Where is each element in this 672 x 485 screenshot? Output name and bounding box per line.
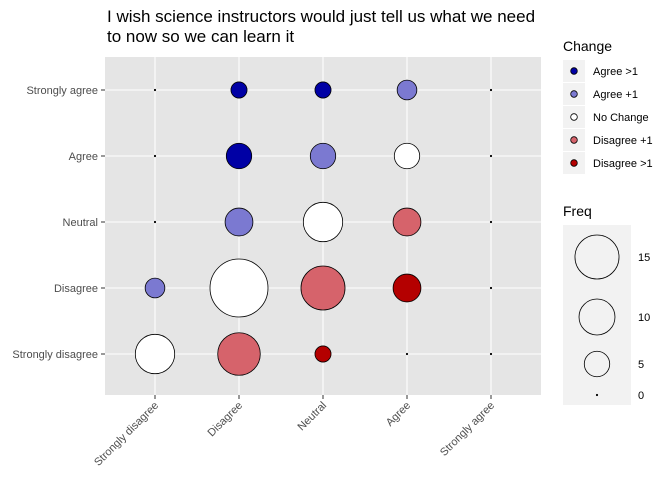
data-point: [405, 352, 409, 356]
data-point: [217, 332, 261, 376]
legend-size-swatch: [595, 393, 599, 397]
legend-label: Agree >1: [593, 66, 638, 78]
chart-title-line: I wish science instructors would just te…: [107, 7, 535, 26]
legend-label: Agree +1: [593, 89, 638, 101]
legend-swatch: [570, 136, 578, 144]
data-point: [314, 81, 332, 99]
legend-swatch: [570, 90, 578, 98]
legend-size-label: 10: [638, 312, 650, 324]
data-point: [302, 201, 344, 243]
data-point: [489, 88, 493, 92]
chart-title: I wish science instructors would just te…: [107, 7, 535, 46]
y-tick-label: Strongly disagree: [12, 349, 98, 361]
data-point: [392, 273, 422, 303]
data-point: [489, 286, 493, 290]
legend-change: Change Agree >1 Agree +1 No Change Disagree …: [563, 38, 653, 174]
y-tick-label: Neutral: [63, 217, 98, 229]
x-tick-label: Neutral: [296, 400, 330, 434]
y-axis: Strongly disagree Disagree Neutral Agree Str…: [12, 85, 105, 361]
data-point: [225, 142, 253, 170]
legend-swatch: [570, 67, 578, 75]
legend-size-label: 15: [638, 252, 650, 264]
data-point: [153, 220, 157, 224]
legend-label: No Change: [593, 112, 649, 124]
legend-label: Disagree >1: [593, 158, 653, 170]
y-tick-label: Disagree: [54, 283, 98, 295]
legend-size-swatch: [583, 350, 611, 378]
legend-size-label: 5: [638, 359, 644, 371]
data-point: [209, 258, 269, 318]
data-point: [489, 220, 493, 224]
data-point: [300, 265, 346, 311]
x-tick-label: Disagree: [206, 400, 246, 440]
data-point: [392, 207, 422, 237]
y-tick-label: Strongly agree: [26, 85, 98, 97]
legend-label: Disagree +1: [593, 135, 653, 147]
x-tick-label: Strongly disagree: [92, 400, 161, 469]
data-point: [396, 79, 418, 101]
chart-title-line: to now so we can learn it: [107, 27, 294, 46]
legend-size-label: 0: [638, 390, 644, 402]
legend-freq-title: Freq: [563, 203, 592, 219]
data-point: [153, 88, 157, 92]
data-point: [144, 277, 166, 299]
data-point: [153, 154, 157, 158]
data-points: [134, 79, 493, 376]
data-point: [393, 142, 421, 170]
x-tick-label: Agree: [384, 400, 413, 429]
x-tick-label: Strongly agree: [438, 400, 497, 459]
legend-size-swatch: [578, 298, 616, 336]
x-axis: Strongly disagree Disagree Neutral Agree Str…: [92, 395, 497, 469]
legend-freq: Freq 15 10 5 0: [563, 203, 650, 405]
data-point: [134, 333, 176, 375]
data-point: [489, 352, 493, 356]
y-tick-label: Agree: [69, 151, 98, 163]
legend-swatch: [570, 113, 578, 121]
data-point: [224, 207, 254, 237]
legend-swatch: [570, 159, 578, 167]
data-point: [230, 81, 248, 99]
data-point: [489, 154, 493, 158]
legend-size-swatch: [574, 234, 620, 280]
legend-change-title: Change: [563, 38, 612, 54]
data-point: [314, 345, 332, 363]
data-point: [309, 142, 337, 170]
